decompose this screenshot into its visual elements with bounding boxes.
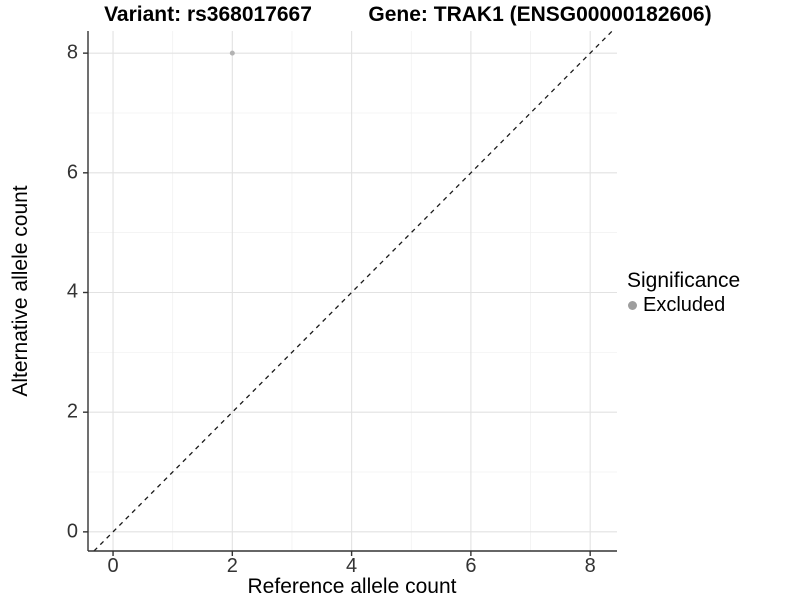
x-tick-label: 0 [107, 555, 119, 577]
x-tick-label: 6 [465, 555, 477, 577]
y-tick-label: 6 [66, 161, 78, 184]
plot-panel [83, 30, 617, 556]
excluded-point-icon [628, 300, 637, 310]
x-tick-label: 2 [226, 555, 238, 577]
y-tick-label: 2 [66, 400, 78, 423]
identity-line [93, 30, 613, 552]
plot-title-gene: Gene: TRAK1 (ENSG00000182606) [368, 3, 712, 26]
legend-entry-excluded: Excluded [625, 293, 740, 317]
data-point [229, 50, 235, 56]
legend-entry-label: Excluded [643, 294, 726, 316]
y-tick-label: 4 [66, 280, 78, 303]
x-axis-title: Reference allele count [247, 575, 457, 598]
plot-title-variant: Variant: rs368017667 [104, 3, 312, 26]
x-tick-label: 8 [584, 555, 596, 577]
y-axis-title: Alternative allele count [9, 185, 32, 397]
y-tick-label: 8 [66, 41, 78, 64]
y-tick-label: 0 [66, 520, 78, 543]
legend: Significance Excluded [625, 269, 740, 317]
legend-title: Significance [627, 269, 741, 292]
x-tick-label: 4 [346, 555, 358, 577]
